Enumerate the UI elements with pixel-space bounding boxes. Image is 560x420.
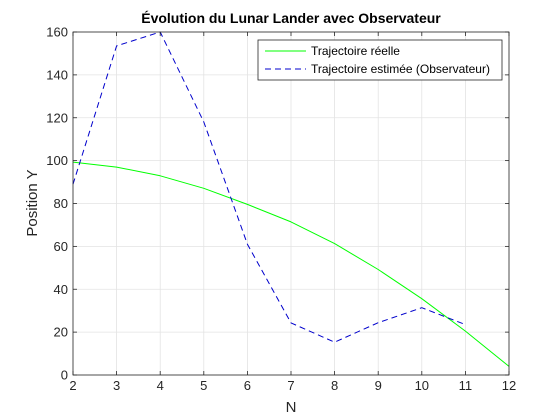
y-tick-label: 100: [46, 153, 68, 168]
x-tick-label: 2: [69, 378, 76, 393]
x-tick-label: 12: [502, 378, 516, 393]
y-tick-label: 40: [54, 282, 68, 297]
ticks: [72, 31, 510, 376]
legend: Trajectoire réelle Trajectoire estimée (…: [257, 39, 503, 81]
x-tick-label: 10: [415, 378, 429, 393]
series-layer: [72, 31, 510, 367]
x-tick-labels: 2 3 4 5 6 7 8 9 10 11 12: [69, 378, 516, 393]
x-tick-label: 5: [200, 378, 207, 393]
legend-label-estimated: Trajectoire estimée (Observateur): [311, 62, 490, 76]
y-tick-label: 140: [46, 67, 68, 82]
chart-title: Évolution du Lunar Lander avec Observate…: [141, 10, 441, 26]
y-tick-label: 0: [61, 368, 68, 383]
series-line-real: [72, 161, 510, 367]
y-tick-label: 120: [46, 110, 68, 125]
y-tick-label: 60: [54, 239, 68, 254]
x-tick-label: 8: [331, 378, 338, 393]
x-axis-label: N: [286, 399, 297, 416]
y-tick-labels: 0 20 40 60 80 100 120 140 160: [46, 25, 68, 383]
x-tick-label: 7: [287, 378, 294, 393]
y-axis-label: Position Y: [24, 169, 41, 236]
y-tick-label: 20: [54, 325, 68, 340]
x-tick-label: 6: [244, 378, 251, 393]
x-tick-label: 11: [459, 378, 473, 393]
legend-label-real: Trajectoire réelle: [311, 44, 400, 58]
y-tick-label: 80: [54, 196, 68, 211]
y-tick-label: 160: [46, 25, 68, 40]
x-tick-label: 4: [157, 378, 164, 393]
x-tick-label: 9: [375, 378, 382, 393]
legend-box: [257, 39, 503, 81]
series-line-estimated: [72, 31, 466, 343]
x-tick-label: 3: [113, 378, 120, 393]
